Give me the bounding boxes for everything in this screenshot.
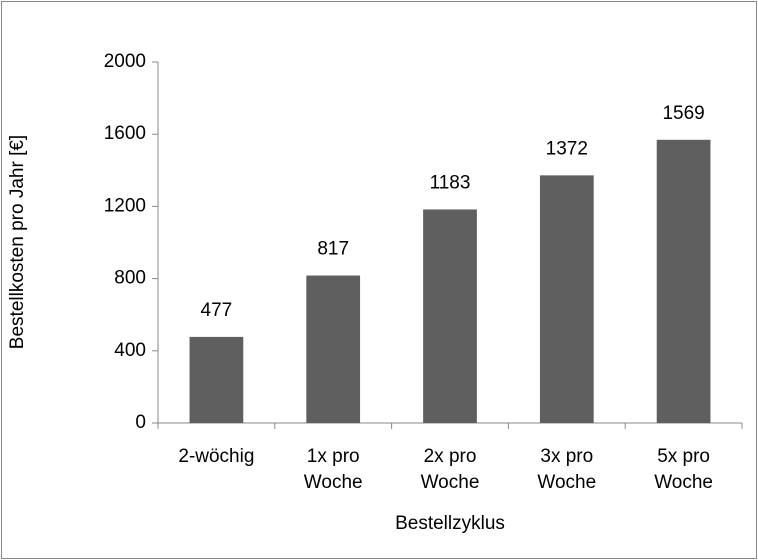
y-tick-label: 800 [114,268,146,289]
value-label: 1183 [430,172,471,193]
value-label: 817 [317,239,349,260]
x-axis-label: Bestellzyklus [395,513,505,534]
x-tick-label: 5x pro Woche [654,446,713,493]
bar [423,209,477,423]
bar [306,275,361,423]
y-axis-label: Bestellkosten pro Jahr [€] [7,135,28,349]
y-tick-label: 0 [135,412,146,433]
bar [539,175,594,423]
x-tick-label: 1x pro Woche [304,446,363,493]
y-tick-label: 400 [114,340,146,361]
bar [656,139,711,423]
x-tick-label: 2x pro Woche [421,446,480,493]
value-label: 1569 [662,103,704,124]
value-label: 1372 [546,138,588,159]
bar [189,336,244,423]
x-tick-label: 2-wöchig [178,446,254,467]
y-tick-label: 2000 [104,51,146,72]
y-tick-label: 1600 [104,123,146,144]
x-tick-label: 3x pro Woche [537,446,596,493]
value-label: 477 [201,300,233,321]
y-tick-label: 1200 [104,195,146,216]
